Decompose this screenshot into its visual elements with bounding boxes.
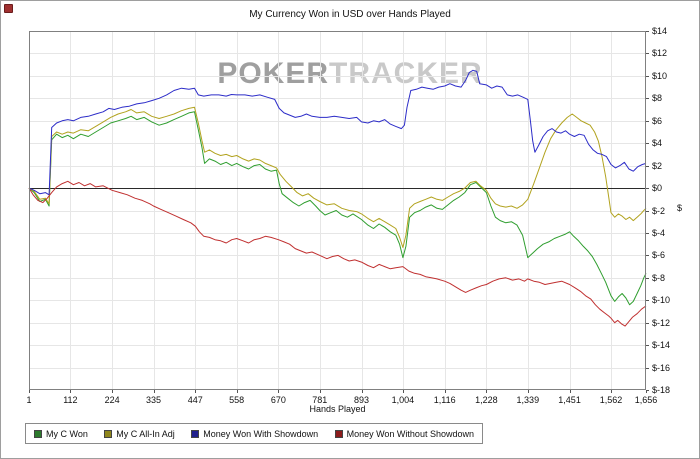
x-tick-label: 335	[146, 395, 162, 405]
y-tick-label: $0	[652, 183, 663, 194]
y-tick-label: $-4	[652, 227, 666, 238]
y-tick-label: $8	[652, 93, 663, 104]
x-tick-label: 893	[354, 395, 370, 405]
x-tick-label: 1,339	[516, 395, 540, 405]
y-tick-label: $10	[652, 70, 668, 81]
y-axis-label: $	[677, 203, 683, 213]
x-tick-label: 447	[187, 395, 203, 405]
y-tick-label: $-2	[652, 205, 666, 216]
legend-swatch-icon	[191, 429, 200, 438]
legend-swatch-icon	[104, 429, 113, 438]
x-tick-label: 781	[312, 395, 328, 405]
series-line-3	[28, 180, 647, 327]
legend-label: My C All-In Adj	[116, 428, 175, 439]
pokertracker-watermark: POKERTRACKER	[217, 57, 482, 91]
legend-swatch-icon	[334, 429, 343, 438]
y-tick-label: $-6	[652, 250, 666, 261]
x-tick-label: 1,004	[391, 395, 415, 405]
x-tick-label: 1	[26, 395, 32, 405]
legend-swatch-icon	[34, 429, 42, 438]
x-tick-label: 224	[104, 395, 120, 405]
app-icon	[4, 4, 13, 13]
y-tick-label: $-8	[652, 272, 666, 283]
watermark-poker-text: POKER	[217, 57, 330, 90]
legend-item-1[interactable]: My C All-In Adj	[104, 429, 175, 439]
legend-label: Money Won Without Showdown	[346, 428, 474, 439]
x-tick-label: 670	[270, 395, 286, 405]
y-tick-label: $14	[652, 26, 668, 36]
x-tick-label: 1,228	[475, 395, 498, 405]
y-tick-label: $6	[652, 115, 663, 126]
y-tick-label: $2	[652, 160, 663, 171]
y-tick-label: $-18	[652, 385, 671, 395]
series-line-1	[28, 106, 647, 248]
legend-label: My C Won	[46, 428, 88, 439]
legend-label: Money Won With Showdown	[203, 428, 319, 439]
legend: My C Won My C All-In Adj Money Won With Sh…	[25, 423, 483, 444]
y-tick-label: $-14	[652, 340, 671, 351]
series-line-0	[28, 111, 647, 306]
y-tick-label: $-16	[652, 362, 671, 373]
legend-item-0[interactable]: My C Won	[34, 429, 88, 439]
legend-item-3[interactable]: Money Won Without Showdown	[334, 428, 474, 439]
plot-background	[29, 31, 646, 390]
watermark-tracker-text: TRACKER	[329, 57, 483, 90]
y-tick-label: $12	[652, 48, 668, 59]
x-tick-label: 1,656	[634, 395, 658, 405]
legend-item-2[interactable]: Money Won With Showdown	[191, 429, 318, 439]
x-tick-label: 1,451	[558, 395, 581, 405]
x-tick-label: 1,116	[433, 395, 456, 405]
y-tick-label: $-12	[652, 317, 671, 328]
x-tick-label: 112	[63, 395, 78, 405]
x-tick-label: 1,562	[599, 395, 623, 405]
chart-title: My Currency Won in USD over Hands Played	[249, 9, 451, 20]
series-line-2	[28, 69, 647, 196]
x-axis-label: Hands Played	[309, 404, 366, 414]
y-tick-label: $4	[652, 138, 663, 149]
y-tick-label: $-10	[652, 295, 671, 306]
x-tick-label: 558	[229, 395, 245, 405]
